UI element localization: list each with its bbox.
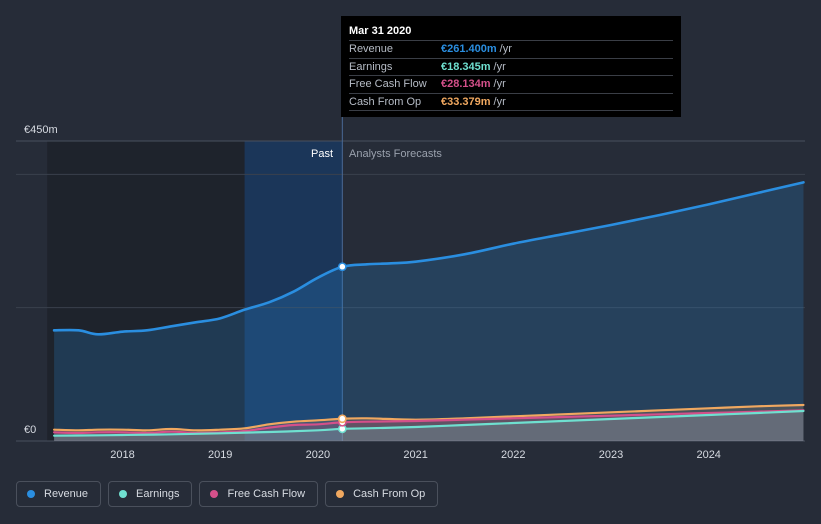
- legend-item-revenue[interactable]: Revenue: [16, 481, 102, 507]
- tooltip-row-free-cash-flow: Free Cash Flow €28.134m /yr: [349, 75, 673, 93]
- legend-label: Cash From Op: [353, 488, 426, 500]
- tooltip-value: €261.400m: [441, 43, 497, 56]
- y-tick-label-bottom: €0: [24, 424, 36, 436]
- revenue-line: [52, 181, 805, 336]
- tooltip-row-revenue: Revenue €261.400m /yr: [349, 40, 673, 58]
- tooltip-unit: /yr: [499, 43, 512, 56]
- x-tick-label: 2022: [501, 449, 525, 461]
- tooltip-label: Revenue: [349, 43, 394, 56]
- free-cash-flow-dot-icon: [210, 490, 219, 498]
- tooltip-label: Free Cash Flow: [349, 78, 427, 91]
- x-tick-label: 2018: [110, 449, 134, 461]
- cash-from-op-line: [53, 403, 805, 432]
- tooltip-unit: /yr: [493, 95, 506, 108]
- cash-from-op-marker: [337, 414, 347, 424]
- x-tick-label: 2024: [696, 449, 720, 461]
- past-region: [47, 141, 245, 441]
- tooltip-unit: /yr: [493, 60, 506, 73]
- tooltip: Mar 31 2020 Revenue €261.400m /yr Earnin…: [341, 16, 681, 117]
- x-tick-label: 2023: [599, 449, 623, 461]
- forecast-label: Analysts Forecasts: [349, 148, 442, 160]
- legend-item-cash-from-op[interactable]: Cash From Op: [325, 481, 439, 507]
- legend-item-free-cash-flow[interactable]: Free Cash Flow: [199, 481, 319, 507]
- y-tick-label-top: €450m: [24, 124, 58, 136]
- x-tick-label: 2021: [403, 449, 427, 461]
- revenue-dot-icon: [27, 490, 35, 498]
- revenue-area: [54, 182, 804, 442]
- tooltip-value: €18.345m: [441, 60, 491, 73]
- tooltip-row-cash-from-op: Cash From Op €33.379m /yr: [349, 92, 673, 111]
- free-cash-flow-line: [53, 409, 805, 435]
- x-tick-label: 2020: [306, 449, 330, 461]
- tooltip-row-earnings: Earnings €18.345m /yr: [349, 57, 673, 76]
- tooltip-label: Earnings: [349, 60, 393, 73]
- cash-from-op-dot-icon: [336, 490, 345, 498]
- legend-label: Revenue: [44, 488, 89, 500]
- tooltip-unit: /yr: [493, 78, 506, 91]
- earnings-line: [53, 409, 805, 437]
- legend-item-earnings[interactable]: Earnings: [108, 481, 193, 507]
- legend: Revenue Earnings Free Cash Flow Cash Fro…: [16, 481, 439, 507]
- tooltip-date: Mar 31 2020: [349, 25, 412, 37]
- x-tick-label: 2019: [208, 449, 232, 461]
- earnings-dot-icon: [119, 490, 128, 498]
- revenue-marker: [337, 262, 347, 272]
- tooltip-label: Cash From Op: [349, 95, 422, 108]
- tooltip-value: €28.134m: [441, 78, 491, 91]
- tooltip-value: €33.379m: [441, 95, 491, 108]
- legend-label: Free Cash Flow: [227, 488, 306, 500]
- legend-label: Earnings: [136, 488, 180, 500]
- past-label: Past: [311, 148, 333, 160]
